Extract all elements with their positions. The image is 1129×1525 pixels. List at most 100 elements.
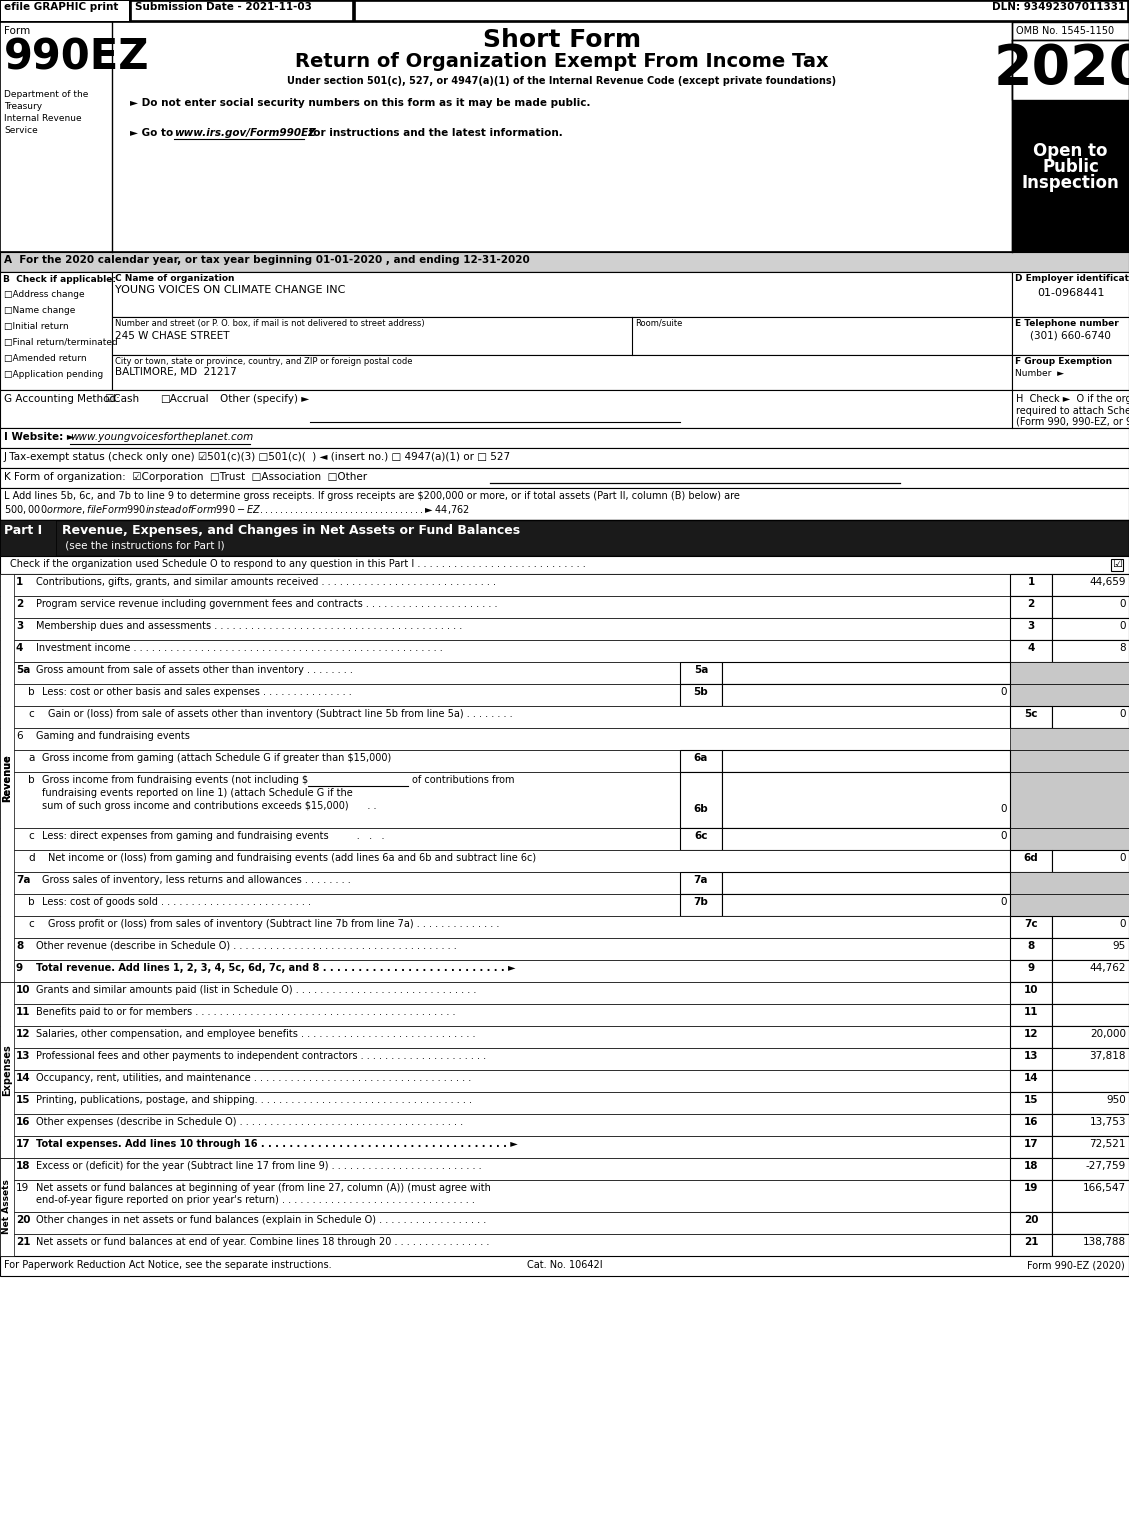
Text: 8: 8 <box>1027 941 1034 952</box>
Bar <box>0 750 1129 772</box>
Text: 245 W CHASE STREET: 245 W CHASE STREET <box>115 331 229 342</box>
Bar <box>0 1180 1129 1212</box>
Bar <box>0 872 1129 894</box>
Text: Form 990-EZ (2020): Form 990-EZ (2020) <box>1027 1260 1124 1270</box>
Bar <box>1012 101 1129 252</box>
Text: D Employer identification number: D Employer identification number <box>1015 274 1129 284</box>
Bar <box>0 520 56 557</box>
Bar <box>112 271 1012 317</box>
Text: Service: Service <box>5 127 37 136</box>
Text: 14: 14 <box>1024 1074 1039 1083</box>
Text: J Tax-exempt status (check only one) ☑501(c)(3) □501(c)(  ) ◄ (insert no.) □ 494: J Tax-exempt status (check only one) ☑50… <box>5 451 511 462</box>
Text: www.youngvoicesfortheplanet.com: www.youngvoicesfortheplanet.com <box>70 432 253 442</box>
Text: 12: 12 <box>16 1029 30 1039</box>
Text: www.irs.gov/Form990EZ: www.irs.gov/Form990EZ <box>174 128 316 137</box>
Text: 3: 3 <box>1027 621 1034 631</box>
Text: B  Check if applicable:: B Check if applicable: <box>3 274 116 284</box>
Bar <box>1052 706 1129 727</box>
Bar <box>0 894 1129 917</box>
Text: b: b <box>28 686 35 697</box>
Text: 12: 12 <box>1024 1029 1039 1039</box>
Text: 0: 0 <box>1120 599 1126 608</box>
Bar <box>1010 750 1129 772</box>
Text: 15: 15 <box>1024 1095 1039 1106</box>
Text: 0: 0 <box>1000 804 1007 814</box>
Bar <box>0 1071 1129 1092</box>
Text: 21: 21 <box>1024 1237 1039 1247</box>
Bar <box>1010 640 1052 662</box>
Text: 16: 16 <box>16 1116 30 1127</box>
Text: Salaries, other compensation, and employee benefits . . . . . . . . . . . . . . : Salaries, other compensation, and employ… <box>36 1029 475 1039</box>
Bar <box>0 429 1129 448</box>
Text: Internal Revenue: Internal Revenue <box>5 114 81 124</box>
Text: Occupancy, rent, utilities, and maintenance . . . . . . . . . . . . . . . . . . : Occupancy, rent, utilities, and maintena… <box>36 1074 471 1083</box>
Text: 18: 18 <box>1024 1161 1039 1171</box>
Bar <box>1052 1092 1129 1113</box>
Text: For Paperwork Reduction Act Notice, see the separate instructions.: For Paperwork Reduction Act Notice, see … <box>5 1260 332 1270</box>
Text: 8: 8 <box>1119 644 1126 653</box>
Text: ► Do not enter social security numbers on this form as it may be made public.: ► Do not enter social security numbers o… <box>130 98 590 108</box>
Bar <box>0 557 1129 573</box>
Text: 166,547: 166,547 <box>1083 1183 1126 1193</box>
Text: 21: 21 <box>16 1237 30 1247</box>
Bar <box>0 662 1129 685</box>
Text: Public: Public <box>1042 159 1099 175</box>
Text: 6d: 6d <box>1024 852 1039 863</box>
Text: Net assets or fund balances at beginning of year (from line 27, column (A)) (mus: Net assets or fund balances at beginning… <box>36 1183 491 1193</box>
Bar <box>0 640 1129 662</box>
Text: b: b <box>28 897 35 907</box>
Text: Revenue: Revenue <box>2 755 12 802</box>
Text: c: c <box>28 831 34 840</box>
Text: Gross amount from sale of assets other than inventory . . . . . . . .: Gross amount from sale of assets other t… <box>36 665 353 676</box>
Text: -27,759: -27,759 <box>1086 1161 1126 1171</box>
Bar <box>1010 1026 1052 1048</box>
Bar <box>0 1136 1129 1157</box>
Bar <box>1052 1003 1129 1026</box>
Text: 72,521: 72,521 <box>1089 1139 1126 1148</box>
Bar <box>1010 1092 1052 1113</box>
Text: F Group Exemption: F Group Exemption <box>1015 357 1112 366</box>
Text: L Add lines 5b, 6c, and 7b to line 9 to determine gross receipts. If gross recei: L Add lines 5b, 6c, and 7b to line 9 to … <box>5 491 739 502</box>
Text: Department of the: Department of the <box>5 90 88 99</box>
Text: 2020: 2020 <box>994 43 1129 96</box>
Text: 6b: 6b <box>693 804 708 814</box>
Bar <box>0 828 1129 849</box>
Bar <box>1052 1026 1129 1048</box>
Bar <box>0 448 1129 468</box>
Text: 4: 4 <box>1027 644 1034 653</box>
Text: 6: 6 <box>16 730 23 741</box>
Bar <box>1010 1136 1052 1157</box>
Text: Net Assets: Net Assets <box>2 1179 11 1234</box>
Text: 9: 9 <box>16 962 23 973</box>
Bar <box>1052 1048 1129 1071</box>
Bar <box>680 828 723 849</box>
Text: 1: 1 <box>16 576 24 587</box>
Text: Gross income from fundraising events (not including $: Gross income from fundraising events (no… <box>42 775 308 785</box>
Text: of contributions from: of contributions from <box>412 775 515 785</box>
Text: 6a: 6a <box>694 753 708 762</box>
Bar <box>723 772 1010 828</box>
Bar <box>0 706 1129 727</box>
Bar <box>355 2 1128 21</box>
Text: □Amended return: □Amended return <box>5 354 87 363</box>
Bar <box>1010 1180 1052 1212</box>
Text: 18: 18 <box>16 1161 30 1171</box>
Text: 19: 19 <box>16 1183 29 1193</box>
Bar <box>1052 1136 1129 1157</box>
Text: ► Go to: ► Go to <box>130 128 177 137</box>
Text: Net income or (loss) from gaming and fundraising events (add lines 6a and 6b and: Net income or (loss) from gaming and fun… <box>49 852 536 863</box>
Text: OMB No. 1545-1150: OMB No. 1545-1150 <box>1016 26 1114 37</box>
Text: 19: 19 <box>1024 1183 1039 1193</box>
Text: □Application pending: □Application pending <box>5 371 103 380</box>
Text: sum of such gross income and contributions exceeds $15,000)      . .: sum of such gross income and contributio… <box>42 801 376 811</box>
Text: 7a: 7a <box>693 875 708 884</box>
Text: Inspection: Inspection <box>1022 174 1119 192</box>
Text: 01-0968441: 01-0968441 <box>1036 288 1104 297</box>
Text: (see the instructions for Part I): (see the instructions for Part I) <box>62 540 225 551</box>
Text: 11: 11 <box>16 1006 30 1017</box>
Text: Net assets or fund balances at end of year. Combine lines 18 through 20 . . . . : Net assets or fund balances at end of ye… <box>36 1237 489 1247</box>
Bar <box>1052 1180 1129 1212</box>
Text: Grants and similar amounts paid (list in Schedule O) . . . . . . . . . . . . . .: Grants and similar amounts paid (list in… <box>36 985 476 994</box>
Text: ☑Cash: ☑Cash <box>104 393 139 404</box>
Text: 6c: 6c <box>694 831 708 840</box>
